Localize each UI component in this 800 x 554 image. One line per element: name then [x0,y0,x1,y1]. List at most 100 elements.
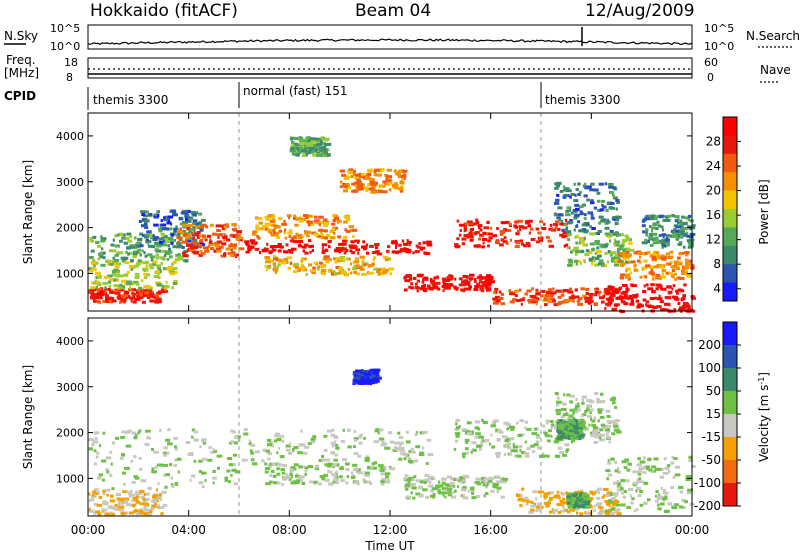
cell-power-2 [166,257,170,261]
cell-velocity-10 [567,504,573,508]
cell-power-13 [606,220,611,224]
cell-power-16 [633,267,636,271]
cell-power-4 [186,227,190,231]
cell-power-12 [561,300,567,304]
cell-power-7 [281,261,287,265]
cell-power-5 [297,240,304,243]
cell-velocity-8 [671,456,674,459]
colorbar-segment-power [723,153,737,173]
cell-power-6 [277,217,283,221]
cell-power-1 [92,281,98,285]
cell-velocity-7 [606,415,611,418]
cell-power-8 [304,144,310,148]
cell-velocity-5 [474,426,479,430]
cell-velocity-7 [605,409,611,413]
cell-power-10 [428,287,434,291]
cell-power-7 [380,267,386,271]
cell-power-5 [245,250,250,254]
cell-power-0 [114,291,119,295]
cell-power-11 [471,231,474,235]
cell-velocity-7 [587,415,593,419]
cell-power-10 [476,282,481,286]
cell-power-13 [609,182,612,186]
cell-velocity-8 [686,491,691,495]
cell-power-14 [627,251,630,255]
cell-velocity-2 [288,451,293,455]
cell-power-3 [173,229,179,233]
cell-power-6 [293,235,297,239]
cell-velocity-11 [370,377,374,381]
cell-power-6 [265,217,271,221]
cell-velocity-6 [611,502,618,506]
cell-power-16 [673,272,677,276]
cell-velocity-1 [90,498,95,502]
cell-power-7 [274,271,278,274]
cell-velocity-8 [607,473,613,477]
cell-power-0 [134,297,138,301]
cell-power-13 [565,213,571,217]
cell-velocity-2 [323,448,328,452]
cell-velocity-6 [601,495,605,499]
cell-power-5 [304,243,309,247]
beam-title: Beam 04 [355,1,431,21]
cell-power-11 [471,222,477,226]
cell-power-17 [665,236,669,240]
cell-power-3 [188,230,192,234]
cell-velocity-7 [594,392,599,395]
cell-velocity-9 [565,424,568,428]
cell-velocity-1 [148,510,153,513]
cell-velocity-2 [310,437,316,441]
cell-power-3 [182,211,189,215]
cell-power-6 [319,220,325,224]
cell-velocity-4 [492,482,496,486]
cell-velocity-3 [315,465,319,469]
cell-power-5 [282,250,285,254]
cell-velocity-8 [660,467,664,471]
cell-power-13 [590,216,595,220]
cell-power-2 [166,250,173,254]
cell-power-4 [231,251,236,255]
cell-power-15 [668,285,672,289]
cell-power-13 [609,206,615,210]
cell-velocity-2 [422,430,428,434]
cell-power-5 [362,240,366,244]
cell-power-3 [169,227,173,231]
cell-power-9 [340,180,343,184]
cell-power-14 [614,258,620,262]
cell-power-2 [112,238,115,242]
cell-power-17 [675,225,682,229]
cell-power-16 [622,262,626,266]
cell-power-15 [691,296,696,300]
cell-velocity-7 [585,408,590,412]
cell-power-4 [232,234,236,238]
cell-velocity-4 [483,477,490,481]
cell-velocity-6 [541,505,544,509]
cell-power-14 [605,242,609,246]
cell-velocity-1 [111,512,116,516]
cell-power-4 [214,244,219,248]
cell-power-4 [215,224,222,228]
cell-power-14 [611,232,615,236]
cell-power-12 [600,300,605,304]
cell-power-12 [494,287,499,291]
cell-power-12 [577,302,584,306]
cell-velocity-6 [614,499,618,503]
cell-velocity-0 [207,458,213,462]
cell-velocity-8 [612,481,618,485]
cell-velocity-10 [574,492,578,496]
cell-power-1 [145,260,149,264]
cell-power-14 [626,237,630,241]
cell-power-7 [361,259,365,263]
cell-velocity-4 [444,489,449,492]
cell-power-3 [160,219,164,222]
cell-power-4 [231,227,235,231]
cell-velocity-5 [478,435,483,439]
cell-power-5 [341,242,347,246]
cell-power-11 [483,226,490,230]
cell-velocity-0 [199,445,202,449]
cell-power-11 [456,244,461,248]
cell-power-4 [181,240,187,244]
cell-power-7 [334,260,338,264]
cell-power-5 [395,244,398,248]
cell-velocity-2 [405,453,410,457]
